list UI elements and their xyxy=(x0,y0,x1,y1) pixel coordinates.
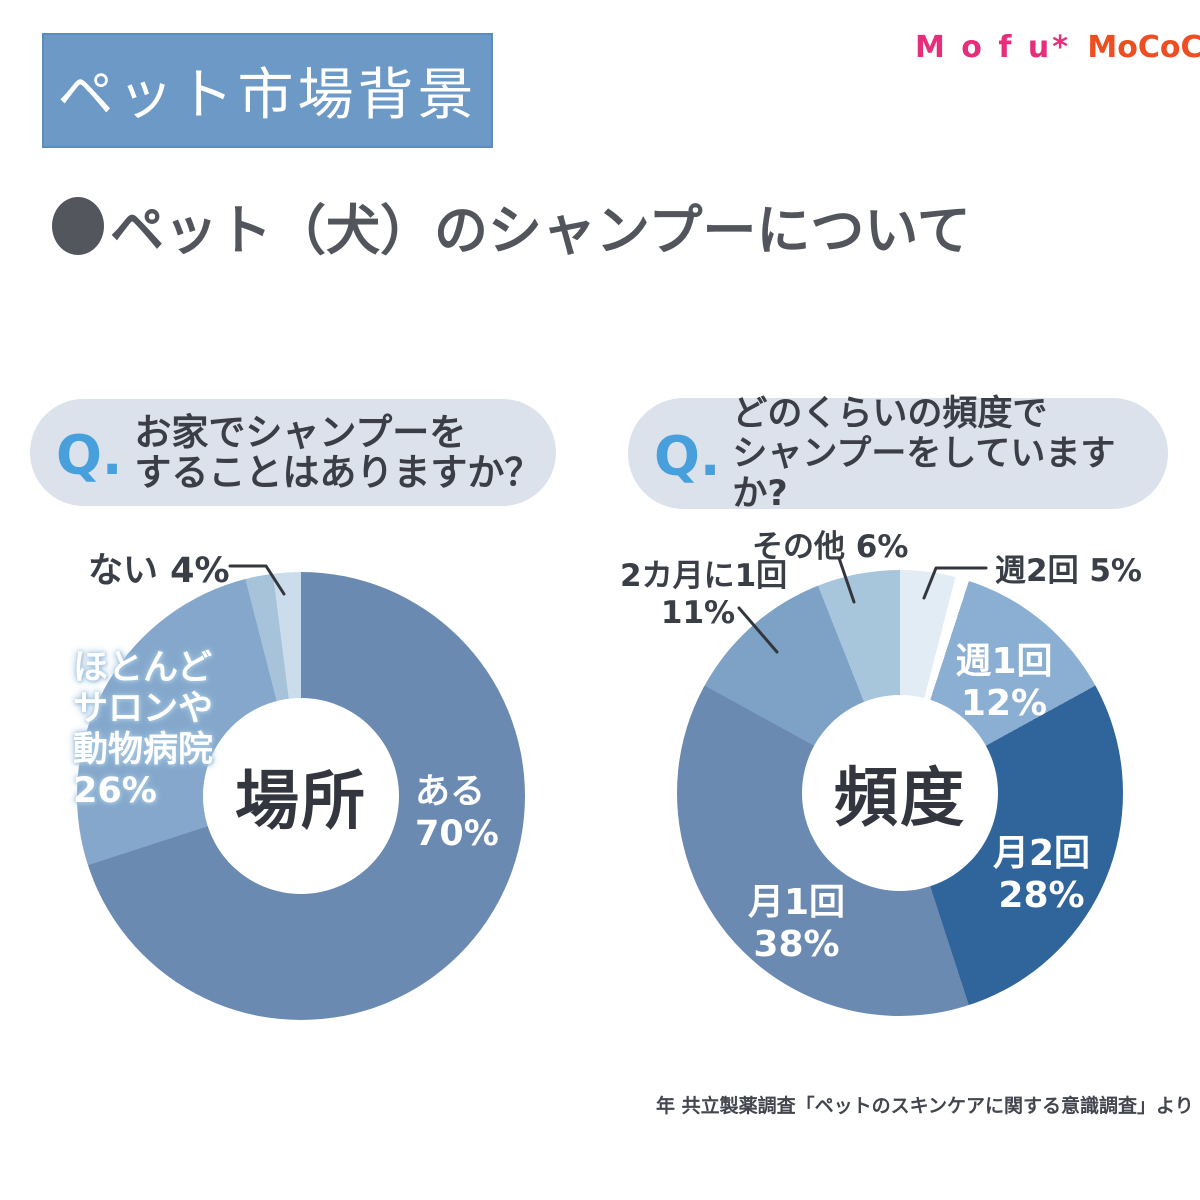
clipped-year-digit: 8 xyxy=(648,1096,656,1118)
donut-hole: 頻度 xyxy=(802,695,998,891)
callout-line: 2カ月に1回 xyxy=(620,558,788,594)
donut-hole: 場所 xyxy=(203,698,399,894)
donut-chart-frequency: 頻度 週1回 12% 月2回 28% 月1回 38% xyxy=(677,570,1123,1016)
question-line: することはありますか？ xyxy=(134,450,542,494)
slice-label-line: 12% xyxy=(960,683,1048,724)
page-title-banner: ペット市場背景 xyxy=(42,33,493,148)
slice-label-salon-26: ほとんど サロンや 動物病院 26% xyxy=(73,648,213,812)
q-badge: Q. xyxy=(56,424,123,487)
callout-bimonthly-11: 2カ月に1回 11% xyxy=(620,558,788,632)
slice-label-line: ほとんど xyxy=(73,648,212,688)
brand-mofu: M o f u* xyxy=(915,30,1071,65)
slice-label-line: ある xyxy=(415,772,486,812)
slice-label-line: 月1回 xyxy=(747,882,846,923)
question-line: お家でシャンプーを xyxy=(134,410,467,454)
question-text-place: お家でシャンプーを することはありますか？ xyxy=(134,410,542,494)
question-bubble-place: Q. お家でシャンプーを することはありますか？ xyxy=(30,399,556,506)
slice-label-monthly2-28: 月2回 28% xyxy=(989,833,1094,917)
slice-label-line: 動物病院 xyxy=(73,730,214,770)
callout-weekly2-5: 週2回 5% xyxy=(995,553,1142,589)
center-label-frequency: 頻度 xyxy=(834,762,966,836)
bullet-icon xyxy=(52,196,104,255)
slice-label-line: 月2回 xyxy=(992,833,1091,874)
slice-label-line: 週1回 xyxy=(955,641,1053,682)
slice-label-line: 28% xyxy=(998,875,1085,916)
question-line: どのくらいの頻度で xyxy=(732,393,1048,434)
question-bubble-frequency: Q. どのくらいの頻度で シャンプーをしていますか? xyxy=(628,394,1168,514)
footer-source: 8年 共立製薬調査「ペットのスキンケアに関する意識調査」より xyxy=(648,1091,1194,1118)
q-badge: Q. xyxy=(654,425,721,488)
brand-logo: M o f u* MoCoCo* xyxy=(915,30,1200,65)
brand-mococo: MoCoCo* xyxy=(1087,30,1200,65)
question-line: シャンプーをしていますか? xyxy=(732,433,1116,514)
donut-chart-place: 場所 ある 70% ほとんど サロンや 動物病院 26% xyxy=(73,572,525,1020)
slice-label-monthly1-38: 月1回 38% xyxy=(744,882,849,966)
slice-label-weekly1-12: 週1回 12% xyxy=(949,641,1059,725)
callout-sonota-6: その他 6% xyxy=(752,529,909,565)
slice-label-line: 70% xyxy=(415,814,499,854)
slice-label-line: 38% xyxy=(753,924,840,965)
section-title-text: ペット（犬）のシャンプーについて xyxy=(110,199,971,262)
center-label-place: 場所 xyxy=(235,765,367,839)
footer-source-text: 年 共立製薬調査「ペットのスキンケアに関する意識調査」より xyxy=(656,1095,1194,1117)
callout-line: 11% xyxy=(660,595,736,631)
slice-label-line: サロンや xyxy=(73,689,214,729)
page-title: ペット市場背景 xyxy=(57,63,478,128)
callout-nai-4: ない 4% xyxy=(88,551,230,591)
section-title: ペット（犬）のシャンプーについて xyxy=(52,186,971,265)
question-text-frequency: どのくらいの頻度で シャンプーをしていますか? xyxy=(732,394,1168,514)
slice-label-line: 26% xyxy=(73,771,157,811)
slice-label-aru-70: ある 70% xyxy=(415,771,499,855)
